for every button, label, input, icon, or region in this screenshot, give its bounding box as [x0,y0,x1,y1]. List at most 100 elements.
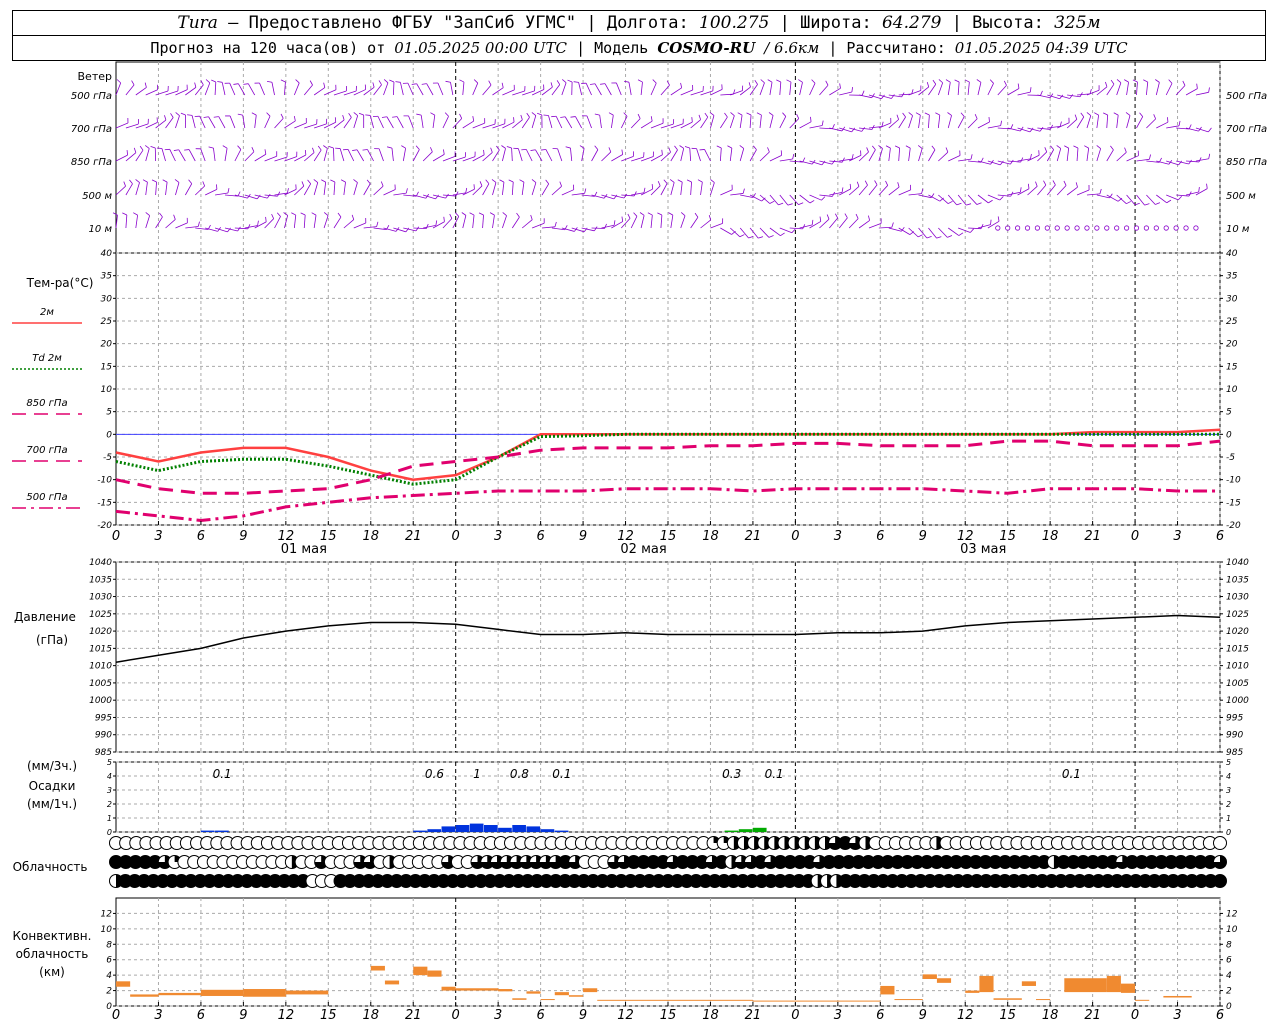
wind-barb-icon [739,86,751,96]
wind-barb-flag-icon [821,160,826,166]
wind-barb-flag-icon [265,216,267,222]
wind-barb-icon [188,149,196,162]
wind-barb-icon [937,82,944,96]
wind-barb-flag-icon [1110,79,1115,85]
wind-barb-icon [1076,148,1079,162]
wind-barb-flag-icon [901,226,905,232]
calm-wind-icon [1094,225,1100,231]
wind-barb-flag-icon [237,113,243,116]
wind-barb-flag-icon [1086,112,1092,116]
y-tick-label-right: -5 [1226,453,1235,463]
wind-barb-flag-icon [237,145,242,150]
wind-barb-flag-icon [621,149,624,155]
wind-barb-icon [369,115,374,129]
wind-barb-flag-icon [565,146,571,149]
wind-barb-icon [396,116,404,129]
wind-barb-flag-icon [217,81,223,83]
wind-barb-flag-icon [866,147,869,153]
wind-barb-icon [274,156,288,162]
y-tick-label-right: 985 [1226,748,1243,758]
precip-label-1h: (мм/1ч.) [27,797,77,811]
wind-barb-icon [650,154,663,162]
wind-barb-icon [323,215,329,229]
wind-barb-icon [194,84,204,96]
y-tick-label-left: 6 [106,956,112,966]
x-tick-label: 9 [579,529,587,544]
lat-label: Широта: [800,13,872,33]
wind-barb-icon [888,227,902,232]
precip-3h-sum-label: 1 [473,767,481,781]
wind-barb-icon [356,149,365,162]
wind-barb-flag-icon [280,79,286,83]
wind-barb-icon [898,148,901,162]
wind-barb-flag-icon [1132,79,1138,83]
wind-barb-flag-icon [791,228,796,233]
wind-barb-icon [829,160,843,163]
wind-barb-flag-icon [478,212,484,216]
wind-barb-icon [631,192,645,196]
wind-barb-icon [611,154,623,162]
wind-barb-flag-icon [175,112,180,116]
cloud-cover-fill [539,855,553,869]
wind-barb-icon [987,125,1001,129]
wind-barb-flag-icon [1039,127,1044,132]
x-tick-label: 21 [405,529,422,544]
wind-barb-icon [482,215,484,229]
y-tick-label-left: 1010 [89,662,112,672]
wind-barb-flag-icon [145,212,150,216]
wind-barb-flag-icon [1208,153,1211,159]
wind-barb-icon [353,222,366,229]
x-tick-label: 3 [834,529,842,544]
pressure-axis-label: Давление [14,610,76,624]
wind-level-label: 700 гПа [71,124,112,135]
wind-barb-icon [452,192,466,196]
wind-barb-icon [393,227,406,233]
wind-barb-flag-icon [266,80,273,83]
wind-barb-flag-icon [856,181,860,187]
wind-barb-icon [878,148,883,162]
y-tick-label-right: 0 [1226,430,1232,440]
wind-barb-flag-icon [1188,124,1192,130]
wind-barb-icon [578,82,583,96]
wind-barb-flag-icon [867,215,871,221]
wind-barb-icon [313,215,317,229]
wind-barb-icon [749,84,758,96]
convective-cloud-bar [965,990,980,993]
wind-barb-flag-icon [674,145,678,151]
wind-barb-flag-icon [976,202,982,205]
wind-barb-icon [1136,82,1138,96]
cloud-cover-fill [764,855,778,869]
wind-barb-icon [200,148,206,162]
wind-barb-icon [155,182,157,196]
y-tick-label-right: 40 [1226,249,1238,259]
wind-barb-icon [878,226,892,229]
wind-barb-icon [1176,160,1189,165]
wind-barb-flag-icon [543,114,549,116]
wind-barb-flag-icon [389,79,395,83]
x-tick-label: 18 [702,529,719,544]
wind-barb-flag-icon [554,221,557,227]
convective-cloud-bar [370,965,385,971]
precip-bar [498,827,512,832]
wind-barb-icon [561,82,567,96]
wind-barb-icon [1037,151,1048,162]
wind-barb-icon [502,121,515,129]
wind-barb-flag-icon [964,79,970,83]
wind-barb-icon [462,120,474,129]
convective-cloud-bar [243,989,286,997]
wind-barb-icon [660,151,671,162]
wind-barb-icon [178,149,186,162]
wind-barb-icon [759,227,770,238]
y-tick-label-left: -15 [97,498,112,508]
wind-barb-icon [779,82,782,96]
wind-barb-flag-icon [798,202,804,205]
lon-label: Долгота: [606,13,689,33]
wind-barb-icon [551,227,565,231]
wind-barb-flag-icon [496,145,500,151]
wind-barb-flag-icon [1124,79,1129,83]
wind-barb-flag-icon [691,117,693,123]
x-tick-label: 15 [999,529,1016,544]
wind-barb-flag-icon [1059,94,1064,100]
wind-barb-icon [848,155,862,162]
wind-barb-icon [730,90,743,96]
